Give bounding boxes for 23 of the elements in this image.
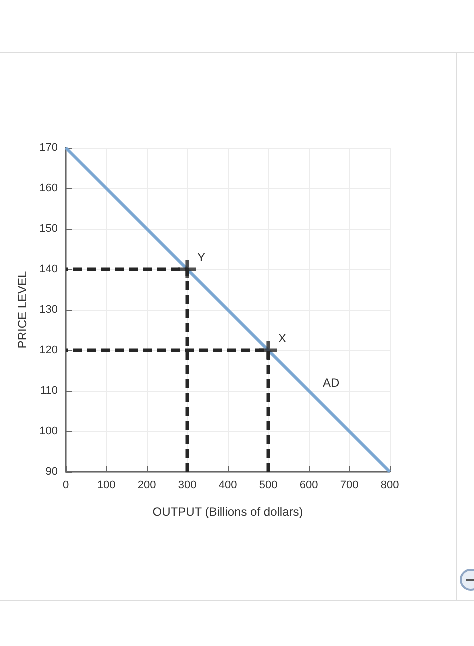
y-tick-label: 130 bbox=[40, 304, 58, 316]
annotation: X bbox=[278, 332, 287, 346]
y-tick-label: 140 bbox=[40, 264, 58, 276]
x-tick-label: 700 bbox=[340, 480, 359, 492]
x-tick-label: 100 bbox=[97, 480, 116, 492]
y-tick-label: 100 bbox=[40, 426, 58, 438]
y-tick-label: 170 bbox=[40, 142, 58, 154]
x-tick-label: 200 bbox=[138, 480, 156, 492]
x-tick-label: 400 bbox=[218, 480, 238, 492]
x-tick-label: 500 bbox=[259, 480, 278, 492]
y-axis-title: PRICE LEVEL bbox=[16, 270, 30, 349]
annotation: Y bbox=[198, 250, 206, 264]
x-axis-title: OUTPUT (Billions of dollars) bbox=[152, 505, 304, 519]
y-tick-label: 160 bbox=[40, 182, 58, 194]
x-tick-label: 0 bbox=[62, 480, 70, 492]
y-tick-label: 110 bbox=[40, 385, 58, 397]
y-tick-label: 150 bbox=[40, 223, 58, 235]
x-tick-label: 600 bbox=[300, 480, 318, 492]
x-tick-label: 800 bbox=[380, 480, 400, 492]
x-tick-label: 300 bbox=[178, 480, 197, 492]
y-tick-label: 90 bbox=[46, 466, 58, 478]
annotation: AD bbox=[323, 376, 340, 390]
y-tick-label: 120 bbox=[40, 344, 58, 356]
